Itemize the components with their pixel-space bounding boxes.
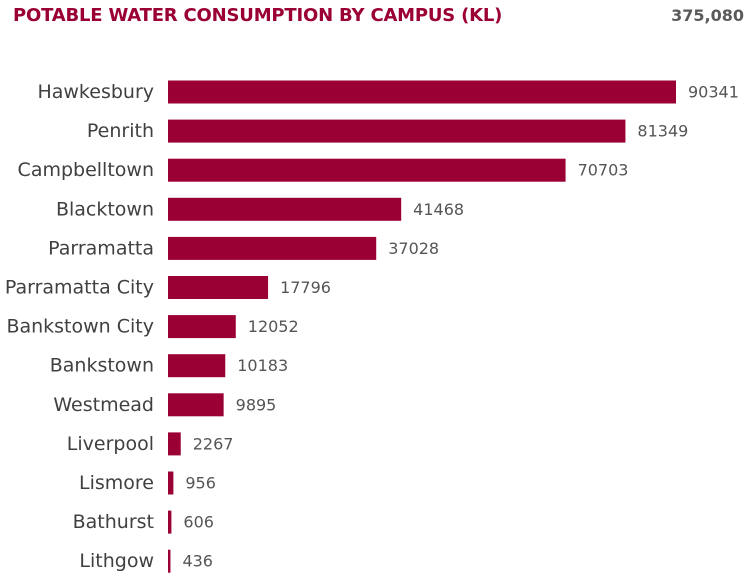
bar [168,549,171,573]
value-label: 606 [183,513,214,532]
value-label: 10183 [237,356,288,375]
value-label: 81349 [637,122,688,141]
category-label: Bankstown [50,355,154,377]
bar [168,354,226,378]
value-label: 70703 [578,161,629,180]
value-label: 37028 [388,239,439,258]
total-consumption: 375,080 [671,6,744,25]
value-label: 9895 [236,395,277,414]
bar [168,197,402,221]
bar [168,80,676,104]
category-label: Penrith [87,120,154,142]
category-label: Lithgow [79,550,154,572]
bar [168,393,224,417]
category-label: Bankstown City [6,316,154,338]
bar [168,276,269,299]
chart-title: POTABLE WATER CONSUMPTION BY CAMPUS (KL) [13,5,503,26]
value-label: 17796 [280,278,331,297]
bars-group: Hawkesbury 90341 Penrith 81349 Campbelltown 7… [5,80,739,573]
value-label: 90341 [688,83,739,102]
value-label: 436 [182,552,213,571]
value-label: 956 [185,474,216,493]
category-label: Westmead [53,394,154,416]
bar [168,236,377,260]
value-label: 41468 [413,200,464,219]
bar [168,471,174,495]
category-label: Parramatta [48,237,154,259]
bar [168,158,566,182]
bar [168,432,181,456]
category-label: Blacktown [56,198,154,220]
category-label: Liverpool [67,433,154,455]
bar [168,510,172,534]
category-label: Lismore [79,472,154,494]
category-label: Parramatta City [5,277,154,299]
value-label: 12052 [248,317,299,336]
bar [168,119,626,143]
category-label: Hawkesbury [37,81,154,103]
value-label: 2267 [193,434,234,453]
bar [168,315,236,339]
category-label: Bathurst [73,511,154,533]
category-label: Campbelltown [18,159,154,181]
